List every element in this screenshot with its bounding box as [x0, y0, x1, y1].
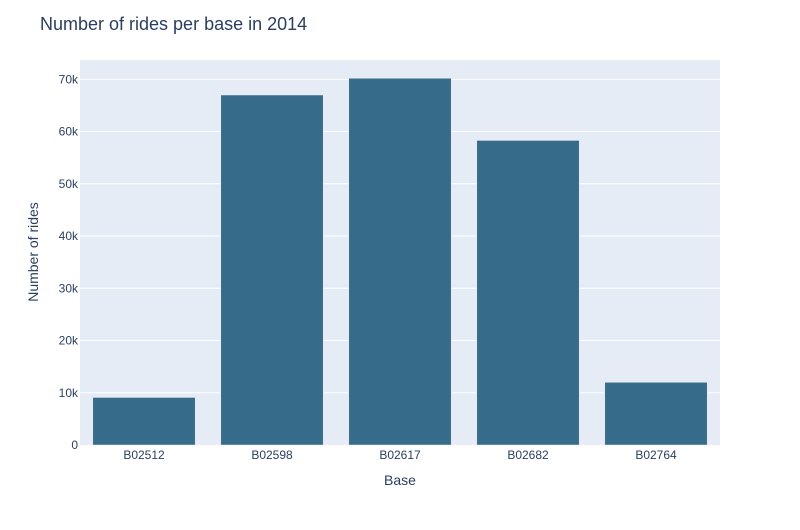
- y-tick-label: 60k: [59, 125, 79, 139]
- chart-title: Number of rides per base in 2014: [40, 14, 307, 34]
- bar-B02682[interactable]: [476, 140, 580, 446]
- bar-B02617[interactable]: [348, 78, 452, 446]
- y-axis-ticks: 0 10k 20k 30k 40k 50k 60k 70k: [59, 72, 79, 452]
- y-tick-label: 0: [71, 438, 78, 452]
- bar-B02598[interactable]: [220, 94, 324, 446]
- bar-B02764[interactable]: [604, 382, 708, 446]
- y-tick-label: 40k: [59, 229, 79, 243]
- x-axis-title: Base: [384, 472, 416, 488]
- y-tick-label: 30k: [59, 281, 79, 295]
- x-tick-label: B02598: [251, 448, 293, 462]
- bars: [92, 78, 708, 446]
- x-tick-label: B02512: [123, 448, 165, 462]
- x-tick-label: B02682: [507, 448, 549, 462]
- y-tick-label: 20k: [59, 334, 79, 348]
- x-tick-label: B02617: [379, 448, 421, 462]
- y-tick-label: 50k: [59, 177, 79, 191]
- x-tick-label: B02764: [635, 448, 677, 462]
- bar-B02512[interactable]: [92, 397, 196, 446]
- y-axis-title: Number of rides: [25, 202, 41, 302]
- y-tick-label: 70k: [59, 72, 79, 86]
- x-axis-ticks: B02512 B02598 B02617 B02682 B02764: [123, 448, 677, 462]
- y-tick-label: 10k: [59, 386, 79, 400]
